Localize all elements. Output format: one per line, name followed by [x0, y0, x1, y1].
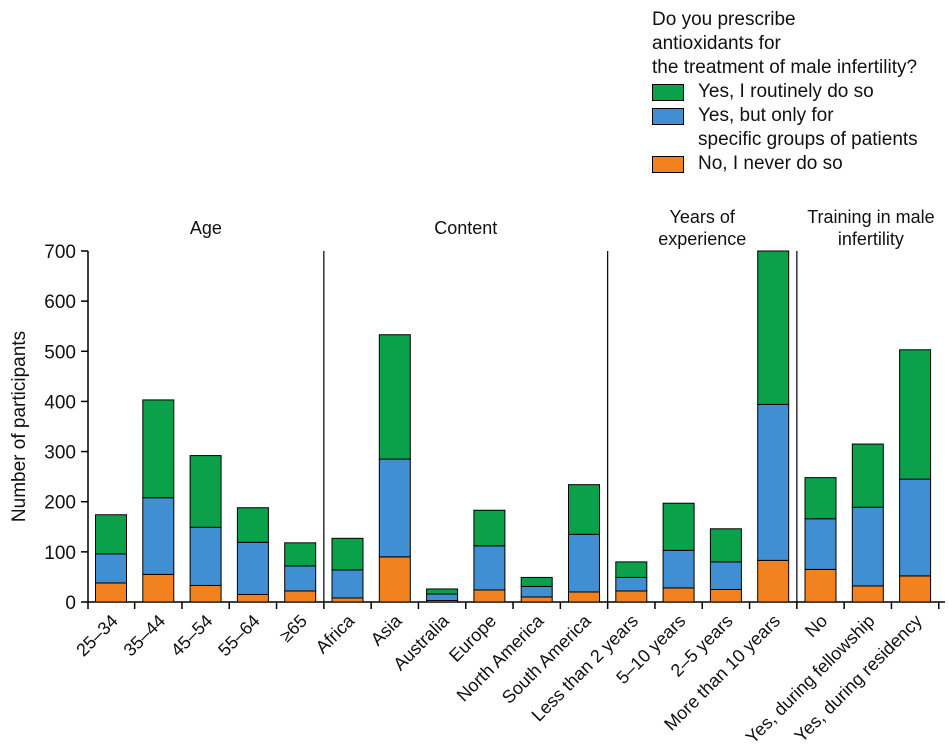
y-tick-label: 600 — [44, 292, 76, 313]
bar-segment — [426, 593, 459, 601]
legend-label-never: No, I never do so — [698, 153, 843, 174]
y-tick-label: 200 — [44, 493, 76, 514]
x-tick-label: ≥65 — [276, 611, 311, 646]
bar-segment — [473, 509, 506, 547]
bar-segment — [95, 553, 127, 584]
legend-swatch-routinely — [652, 84, 684, 101]
legend-swatch-specific-groups — [652, 108, 684, 125]
legend-label-specific-groups: Yes, but only for specific groups of pat… — [698, 105, 918, 150]
bar-segment — [709, 588, 742, 603]
bar-segment — [142, 573, 175, 603]
bar-segment — [757, 403, 790, 561]
bar-segment — [378, 556, 411, 603]
y-tick-label: 400 — [44, 392, 76, 413]
bar-segment — [520, 585, 553, 598]
bar-segment — [331, 537, 364, 571]
bar-segment — [851, 443, 884, 508]
bar-segment — [473, 545, 506, 591]
y-axis-label: Number of participants — [9, 331, 30, 522]
x-tick-label: 45–54 — [167, 611, 217, 661]
bar-segment — [804, 518, 837, 570]
bar-segment — [568, 591, 600, 603]
x-tick-label: 25–34 — [72, 611, 122, 661]
bar-segment — [426, 588, 459, 595]
legend-label-routinely: Yes, I routinely do so — [698, 81, 874, 102]
bar-segment — [142, 399, 175, 499]
bar-segment — [568, 484, 600, 535]
legend-item-routinely: Yes, I routinely do so — [652, 80, 918, 104]
group-label: infertility — [838, 229, 904, 249]
x-tick-label: No — [801, 611, 831, 641]
legend-item-specific-groups: Yes, but only for specific groups of pat… — [652, 104, 918, 152]
bar-segment — [284, 542, 317, 567]
bar-segment — [615, 590, 648, 603]
bar-segment — [804, 477, 837, 520]
x-tick-label: 55–64 — [214, 611, 264, 661]
bar-segment — [189, 455, 222, 528]
x-tick-label: Africa — [312, 610, 359, 657]
plot-area: 0 100 200 300 400 500 600 700 Number of particip… — [9, 207, 945, 747]
bar-segment — [236, 507, 269, 543]
bar-segment — [568, 533, 600, 593]
bar-segment — [851, 506, 884, 587]
bar-segment — [757, 559, 790, 603]
bar-segment — [615, 561, 648, 578]
bar-segment — [331, 597, 364, 603]
bar-segment — [378, 334, 411, 460]
group-label: experience — [658, 229, 746, 249]
bar-segment — [142, 497, 175, 575]
bar-segment — [284, 590, 317, 603]
bar-segment — [331, 569, 364, 599]
bar-segment — [662, 587, 695, 603]
x-tick-label: Asia — [367, 610, 407, 650]
y-tick-label: 100 — [44, 543, 76, 564]
bar-segment — [899, 478, 932, 577]
bar-segment — [189, 584, 222, 603]
bar-segment — [615, 576, 648, 592]
group-label: Content — [434, 218, 497, 238]
group-label: Age — [190, 218, 222, 238]
bar-segment — [899, 575, 932, 603]
bar-segment — [236, 593, 269, 603]
y-tick-label: 500 — [44, 342, 76, 363]
bar-segment — [662, 502, 695, 551]
bar-segment — [520, 596, 553, 603]
bar-segment — [851, 585, 884, 603]
bar-segment — [284, 565, 317, 592]
y-tick-label: 700 — [44, 242, 76, 263]
bar-segment — [757, 250, 790, 405]
bar-segment — [189, 526, 222, 586]
x-tick-label: 35–44 — [120, 611, 170, 661]
bar-segment — [709, 561, 742, 590]
bar-segment — [473, 589, 506, 603]
legend-swatch-never — [652, 156, 684, 173]
bar-segment — [95, 582, 127, 603]
y-tick-label: 0 — [65, 593, 76, 614]
bar-segment — [804, 568, 837, 603]
legend-item-never: No, I never do so — [652, 152, 918, 176]
bar-segment — [899, 349, 932, 480]
group-label: Training in male — [807, 207, 934, 227]
bar-segment — [709, 528, 742, 563]
group-label: Years of — [670, 207, 736, 227]
bar-segment — [662, 549, 695, 589]
bar-segment — [95, 514, 127, 555]
y-tick-label: 300 — [44, 443, 76, 464]
bar-segment — [378, 458, 411, 558]
legend: Do you prescribe antioxidants for the tr… — [652, 8, 918, 176]
bar-segment — [520, 576, 553, 587]
legend-title: Do you prescribe antioxidants for the tr… — [652, 9, 918, 78]
bar-segment — [236, 541, 269, 595]
